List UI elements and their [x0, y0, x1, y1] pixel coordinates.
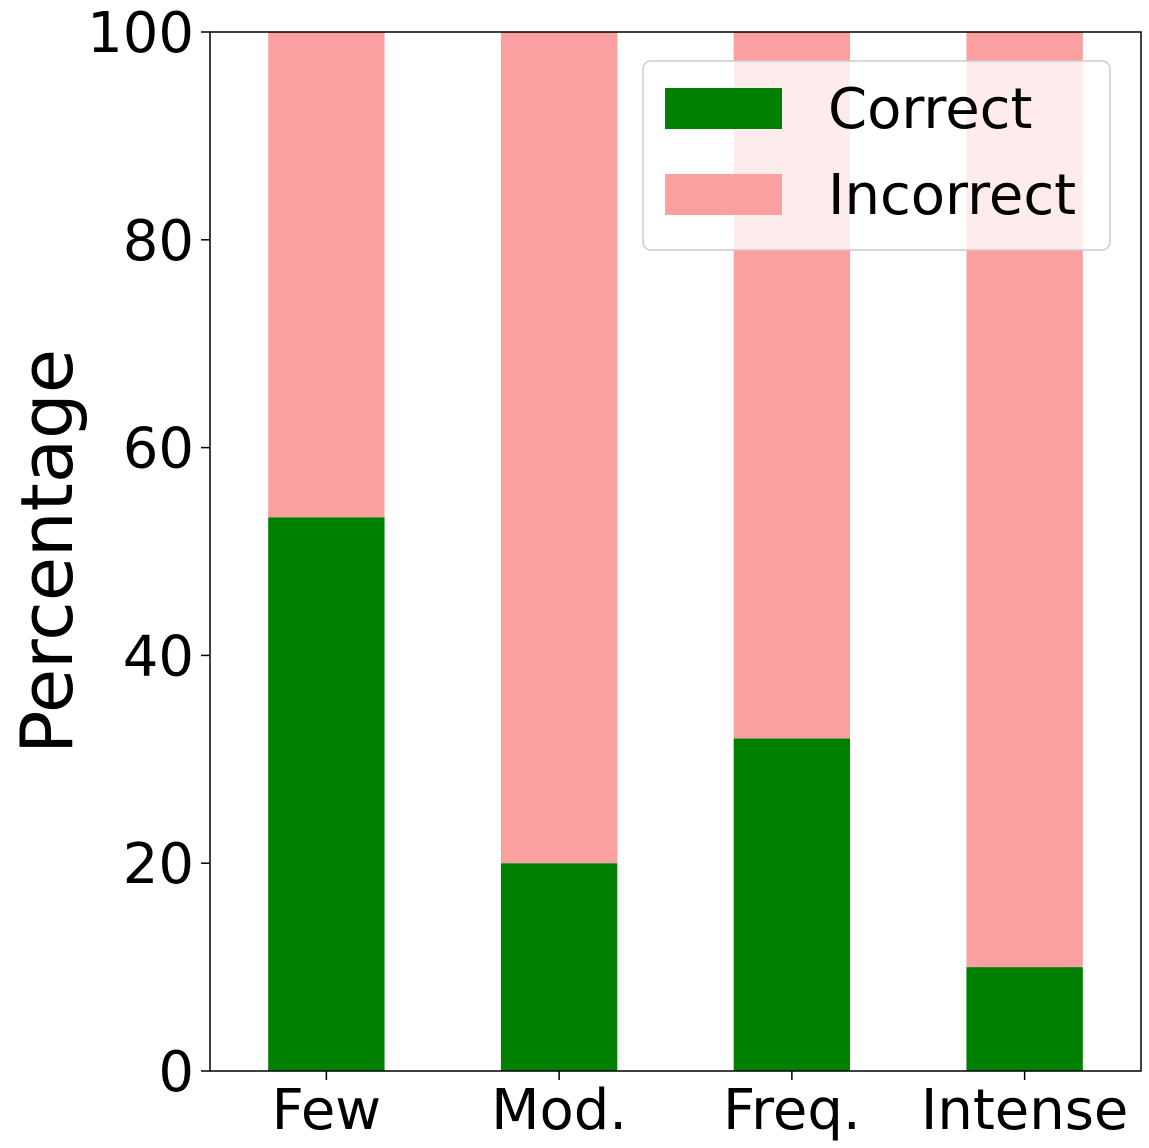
y-axis-label: Percentage: [5, 349, 89, 754]
y-tick-label: 0: [158, 1040, 194, 1105]
x-tick-label: Mod.: [491, 1078, 627, 1143]
y-tick-label: 40: [123, 624, 194, 689]
legend: Correct Incorrect: [642, 60, 1111, 251]
bar-correct-few: [268, 517, 385, 1071]
y-tick-label: 20: [123, 832, 194, 897]
y-tick-label: 60: [123, 417, 194, 482]
legend-swatch-incorrect: [665, 174, 782, 215]
bar-correct-freq: [733, 738, 851, 1071]
y-tick-label: 100: [87, 1, 194, 66]
bar-incorrect-few: [268, 32, 385, 518]
plot-frame: [209, 31, 1142, 1072]
bar-incorrect-mod: [500, 32, 618, 864]
legend-swatch-correct: [665, 88, 782, 129]
x-tick-label: Freq.: [723, 1078, 861, 1143]
legend-label-incorrect: Incorrect: [828, 163, 1076, 228]
x-tick-label: Intense: [921, 1078, 1129, 1143]
bars-layer: [268, 32, 1083, 1071]
x-tick-label: Few: [272, 1078, 381, 1143]
x-axis-ticks: Few Mod. Freq. Intense: [272, 1071, 1129, 1143]
bar-correct-intense: [966, 967, 1083, 1071]
bar-correct-mod: [500, 863, 618, 1071]
y-axis-ticks: 0 20 40 60 80 100: [87, 1, 210, 1105]
legend-label-correct: Correct: [828, 77, 1032, 142]
y-tick-label: 80: [123, 209, 194, 274]
